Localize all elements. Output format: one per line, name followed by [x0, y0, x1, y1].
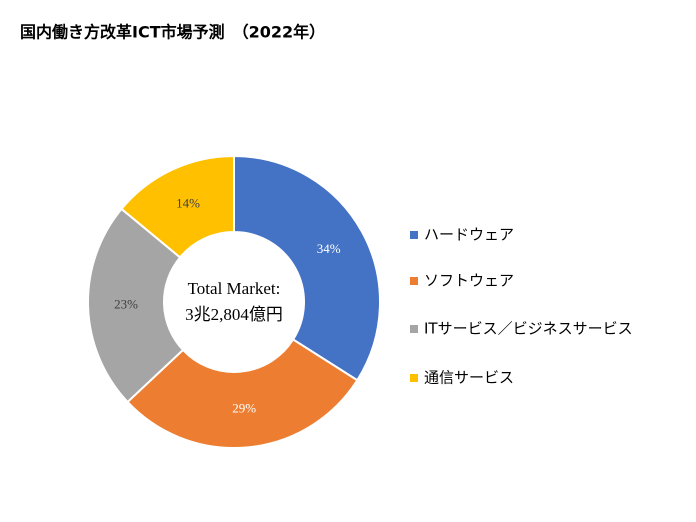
legend-marker: [410, 231, 418, 239]
legend-label: ソフトウェア: [424, 272, 514, 290]
center-label: 3兆2,804億円: [185, 305, 283, 324]
value-label: 23%: [114, 296, 138, 311]
center-label: Total Market:: [188, 279, 281, 298]
chart-title: 国内働き方改革ICT市場予測 （2022年）: [20, 23, 325, 42]
legend-label: ハードウェア: [424, 226, 514, 244]
legend-marker: [410, 374, 418, 382]
donut-slice: [87, 207, 185, 404]
legend-marker: [410, 277, 418, 285]
legend-marker: [410, 325, 418, 333]
legend-label: ITサービス／ビジネスサービス: [424, 320, 633, 338]
legend-label: 通信サービス: [424, 369, 514, 387]
donut-slice: [120, 154, 235, 259]
donut-slice: [126, 338, 359, 449]
donut-slice: [233, 154, 381, 382]
value-label: 34%: [317, 241, 341, 256]
value-label: 14%: [176, 195, 200, 210]
value-label: 29%: [232, 401, 256, 416]
